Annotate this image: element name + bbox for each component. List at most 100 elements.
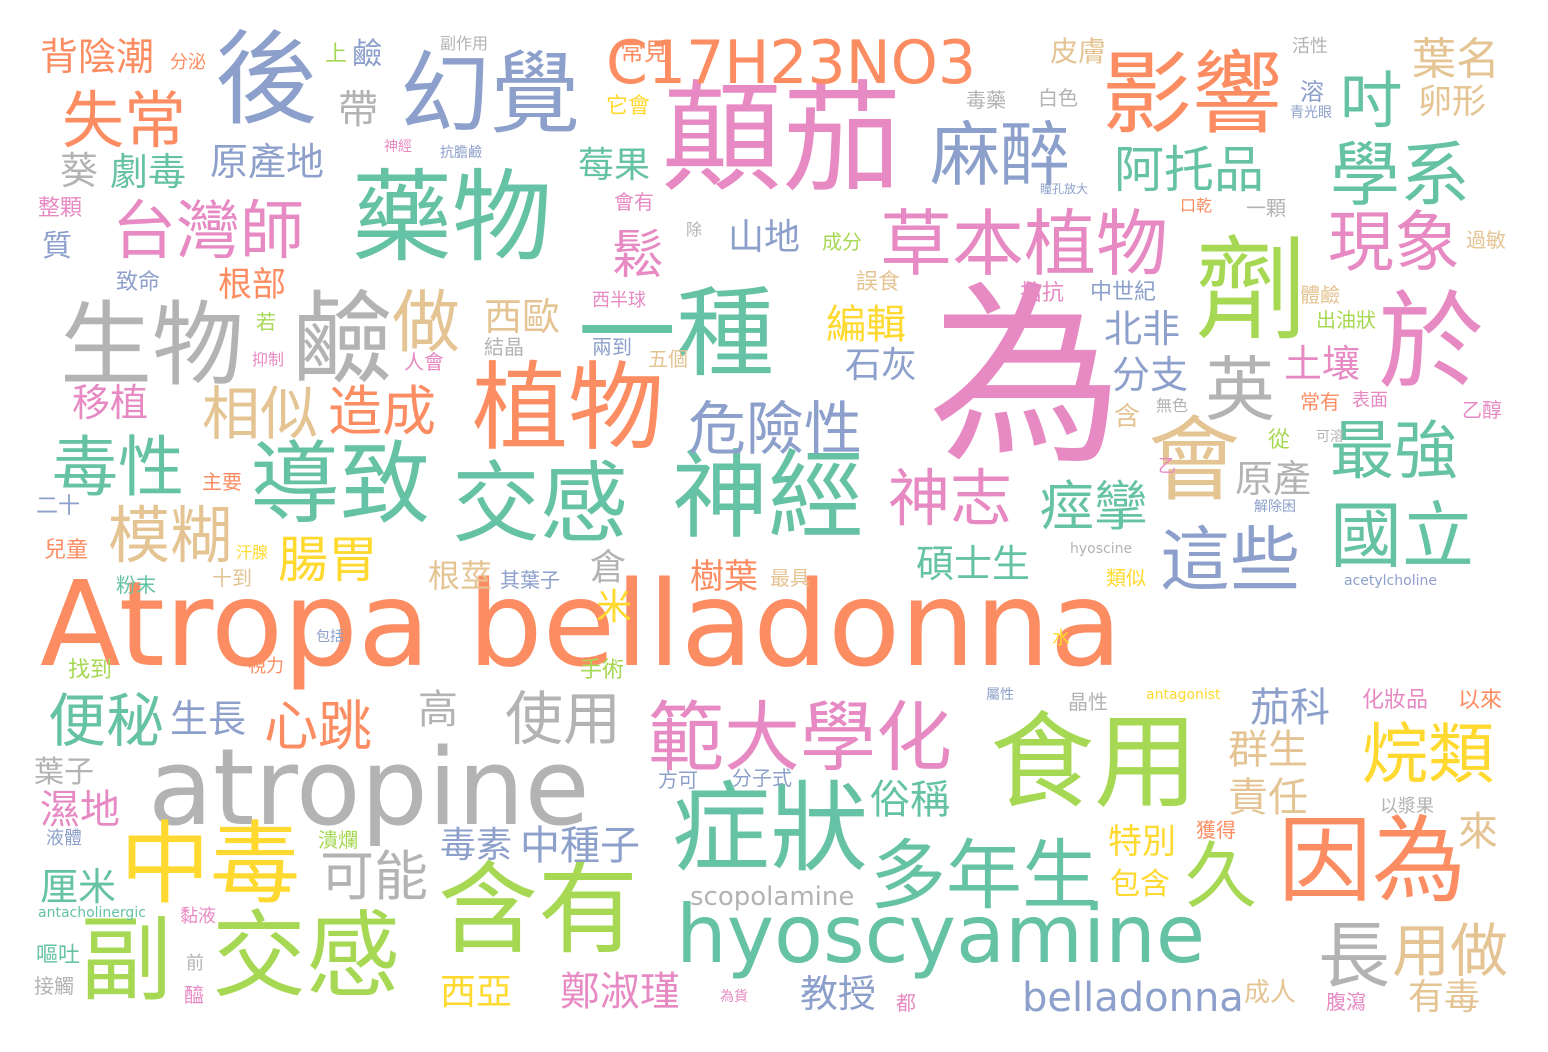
word-shuoshisheng: 碩士生: [916, 542, 1031, 586]
word-shoushu: 手術: [580, 658, 625, 683]
word-scopolamine: scopolamine: [690, 882, 855, 912]
word-ruo: 若: [256, 310, 276, 334]
word-jian-large: 鹼: [292, 281, 392, 398]
word-dusu: 毒素: [440, 825, 513, 866]
word-jiechu: 接觸: [34, 974, 74, 998]
word-huode: 獲得: [1196, 818, 1236, 842]
word-yongzuo: 用做: [1392, 917, 1509, 985]
word-genbu: 根部: [218, 265, 286, 305]
word-tebie: 特別: [1108, 822, 1176, 862]
word-wanlei: 烷類: [1362, 716, 1494, 793]
word-qieke: 茄科: [1250, 685, 1330, 731]
word-youdu: 有毒: [1408, 977, 1481, 1018]
word-xiangsi: 相似: [202, 380, 319, 448]
word-han: 含: [1114, 402, 1141, 432]
word-fuxie: 腹瀉: [1326, 990, 1366, 1014]
word-huoxing: 活性: [1292, 36, 1328, 57]
word-yilai: 以來: [1458, 688, 1503, 713]
word-shichang: 失常: [62, 84, 187, 157]
word-shandi: 山地: [728, 217, 801, 258]
word-shenjing-small: 神經: [384, 139, 412, 155]
word-dai: 帶: [338, 87, 378, 133]
word-zhongdu: 中毒: [120, 812, 300, 917]
word-zaocheng: 造成: [328, 380, 436, 443]
word-shenzhi: 神志: [888, 462, 1013, 535]
word-shihui: 石灰: [845, 345, 918, 386]
word-outu: 嘔吐: [36, 943, 81, 968]
word-cong: 從: [1268, 428, 1291, 453]
word-yeming: 葉名: [1412, 34, 1500, 85]
word-zhongzhongzi: 中種子: [520, 823, 640, 869]
word-jiu: 久: [1185, 834, 1258, 918]
word-zeren: 責任: [1228, 775, 1308, 821]
word-mi: 米: [596, 587, 633, 628]
word-zuo: 做: [392, 284, 461, 363]
word-zhuyao: 主要: [202, 470, 242, 494]
word-changwei: 腸胃: [278, 531, 378, 589]
word-tahui: 它會: [606, 94, 651, 119]
word-luanxing: 卵形: [1418, 82, 1486, 122]
word-weihuo: 為貨: [720, 989, 748, 1005]
word-limi: 厘米: [40, 865, 117, 909]
word-belladonna-small: belladonna: [1022, 975, 1244, 1021]
word-shiyong: 食用: [990, 701, 1199, 823]
word-keneng: 可能: [320, 845, 428, 908]
word-gao: 高: [418, 687, 458, 733]
word-jiaogan-bottom: 交感: [212, 902, 401, 1011]
word-chengren: 成人: [1244, 978, 1297, 1008]
word-kerong: 可溶: [1316, 429, 1344, 445]
word-chang: 長: [1318, 914, 1391, 998]
word-yi: 乙: [1158, 456, 1176, 477]
word-qingguangyan: 青光眼: [1290, 105, 1332, 121]
word-nianye: 黏液: [180, 906, 216, 927]
word-beifei: 北非: [1104, 307, 1181, 351]
word-fangke: 方可: [658, 768, 698, 792]
word-yeti: 液體: [46, 828, 82, 849]
word-hanxian: 汗腺: [236, 543, 269, 562]
word-fenmo: 粉末: [116, 573, 156, 597]
word-qian: 前: [186, 953, 204, 974]
word-shengzhang: 生長: [170, 697, 247, 741]
word-yingxiang: 影響: [1102, 42, 1282, 147]
word-yuanchandi: 原產地: [210, 140, 325, 184]
word-yizhi2: 抑制: [252, 350, 285, 369]
word-zhongshiji: 中世紀: [1090, 280, 1157, 305]
word-zuiqiang: 最強: [1330, 415, 1458, 489]
word-rong: 溶: [1300, 78, 1324, 106]
word-hyoscyamine: hyoscyamine: [676, 888, 1206, 981]
word-jian-small: 鹼: [352, 37, 382, 72]
word-mohu: 模糊: [108, 499, 233, 572]
word-changjian: 常見: [620, 38, 668, 66]
word-tijian: 體鹼: [1300, 283, 1340, 307]
word-song: 鬆: [612, 226, 665, 286]
word-duoniansheng: 多年生: [870, 831, 1098, 920]
word-jiaogan-center: 交感: [452, 452, 629, 555]
word-shiyong2: 使用: [505, 685, 622, 753]
word-chengfen: 成分: [822, 230, 862, 254]
word-zhiming: 致命: [116, 270, 161, 295]
word-yuanchan: 原產: [1235, 457, 1312, 501]
word-fenzhi: 分支: [1112, 353, 1189, 397]
word-dianqie: 顛茄: [662, 70, 902, 209]
word-yizhong: 一種: [578, 277, 775, 391]
word-leisi: 類似: [1106, 566, 1146, 590]
word-turang: 土壤: [1284, 342, 1361, 386]
word-zhi: 質: [42, 229, 72, 264]
word-chuyouzhuang: 出油狀: [1316, 308, 1376, 332]
word-shang: 上: [325, 42, 348, 67]
word-xintiao: 心跳: [264, 695, 372, 758]
word-hyoscine: hyoscine: [1070, 541, 1133, 557]
word-kangdanjian: 抗膽鹼: [440, 145, 482, 161]
word-changyou: 常有: [1300, 390, 1340, 414]
word-jingluan: 痙攣: [1040, 475, 1148, 538]
word-shidao: 十到: [212, 566, 252, 590]
word-lai: 來: [1458, 809, 1498, 855]
word-tongkong: 瞳孔放大: [1040, 182, 1089, 196]
word-ershi: 二十: [36, 494, 81, 519]
word-xi: 醯: [184, 983, 204, 1007]
word-judu: 劇毒: [110, 150, 187, 194]
word-ertong: 兒童: [44, 538, 89, 563]
word-wuge: 五個: [648, 347, 688, 371]
word-qunsheng: 群生: [1228, 727, 1308, 773]
word-duyao: 毒藥: [966, 88, 1006, 112]
